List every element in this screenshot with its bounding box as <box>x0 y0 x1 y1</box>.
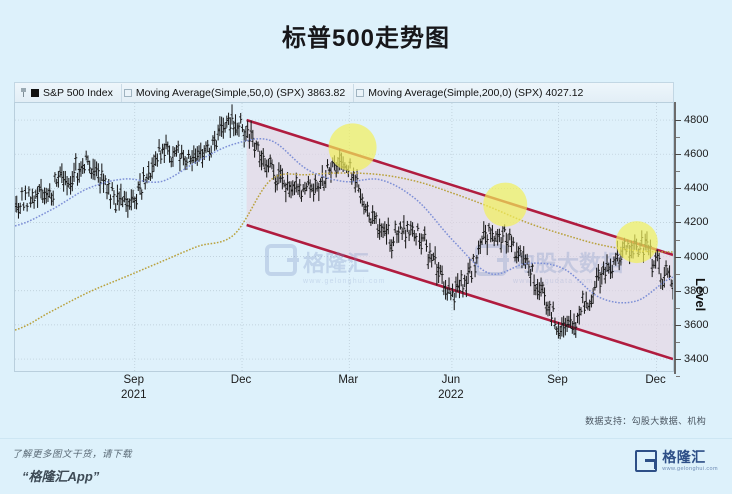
y-axis-tick-label: 4800 <box>684 114 709 127</box>
legend-item-sp500[interactable]: S&P 500 Index <box>19 87 121 99</box>
chart-container: S&P 500 Index Moving Average(Simple,50,0… <box>14 82 718 401</box>
highlight-circle-3 <box>615 221 658 264</box>
y-axis-minor-tick <box>676 205 680 207</box>
chart-legend: S&P 500 Index Moving Average(Simple,50,0… <box>14 82 674 102</box>
chevron-down-icon[interactable] <box>21 88 28 97</box>
y-axis-tick-label: 4600 <box>684 148 709 161</box>
page-title: 标普500走势图 <box>281 25 451 52</box>
y-axis-line <box>674 102 676 374</box>
channel-upper-line <box>246 118 673 257</box>
y-axis-tick-mark <box>675 324 681 326</box>
svg-text:www.gugudata.com: www.gugudata.com <box>512 278 593 285</box>
x-axis-tick-label: Dec <box>230 374 252 386</box>
legend-item-ma200[interactable]: Moving Average(Simple,200,0) (SPX) 4027.… <box>354 87 591 99</box>
brand-logo: 格隆汇 www.gelonghui.com <box>635 450 718 473</box>
y-axis: 4800 4600 4400 4200 4000 3800 3600 3400 <box>674 102 718 378</box>
plot-area[interactable]: 格隆汇 www.gelonghui.com 勾股大数据 www.gugudata.co… <box>14 102 674 372</box>
highlight-circle-2 <box>483 182 528 227</box>
x-axis-tick-label: Sep <box>123 374 144 386</box>
legend-marker-ma50[interactable] <box>123 88 132 97</box>
y-axis-tick-mark <box>675 120 681 122</box>
y-axis-tick-label: 4200 <box>684 216 709 229</box>
y-axis-tick-mark <box>675 256 681 258</box>
legend-divider <box>120 83 122 102</box>
y-axis-minor-tick <box>676 137 680 139</box>
y-axis-tick-label: 3400 <box>684 353 709 366</box>
highlight-circle-1 <box>328 123 377 172</box>
y-axis-minor-tick <box>676 273 680 275</box>
price-bars <box>15 104 673 340</box>
x-axis-tick-label: Dec <box>645 374 666 386</box>
logo-url: www.gelonghui.com <box>662 466 718 472</box>
legend-label-ma200: Moving Average(Simple,200,0) (SPX) 4027.… <box>368 86 584 99</box>
svg-text:勾股大数据: 勾股大数据 <box>513 251 623 277</box>
x-axis: Sep Dec Mar Jun Sep Dec 2021 2022 <box>14 374 674 414</box>
y-axis-tick-mark <box>675 222 681 224</box>
y-axis-tick-label: 4400 <box>684 182 709 195</box>
y-axis-tick-mark <box>675 154 681 156</box>
y-axis-tick-mark <box>675 188 681 190</box>
source-note: 数据支持：勾股大数据、机构 <box>585 416 706 426</box>
y-axis-minor-tick <box>676 341 680 343</box>
y-axis-minor-tick <box>676 239 680 241</box>
logo-name: 格隆汇 <box>662 449 706 465</box>
legend-marker-ma200[interactable] <box>356 88 365 97</box>
y-axis-tick-mark <box>675 290 681 292</box>
svg-text:www.gelonghui.com: www.gelonghui.com <box>302 278 386 285</box>
channel-fill <box>246 120 673 360</box>
x-axis-tick-label: Mar <box>338 374 359 386</box>
y-axis-tick-mark <box>675 359 681 361</box>
x-axis-year-label: 2022 <box>438 389 464 401</box>
ma200-line <box>15 172 673 331</box>
legend-divider <box>353 83 355 102</box>
footer-divider <box>0 438 732 439</box>
y-axis-minor-tick <box>676 307 680 309</box>
y-axis-minor-tick <box>676 376 680 378</box>
y-axis-tick-label: 3600 <box>684 318 709 331</box>
legend-label-ma50: Moving Average(Simple,50,0) (SPX) 3863.8… <box>135 86 346 99</box>
legend-marker-sp500[interactable] <box>31 88 39 97</box>
x-axis-year-label: 2021 <box>120 389 147 401</box>
promo-line-1: 了解更多图文干货，请下载 <box>12 449 133 460</box>
svg-text:格隆汇: 格隆汇 <box>303 251 369 277</box>
x-axis-tick-label: Jun <box>441 374 461 386</box>
ma50-line <box>15 138 673 304</box>
gelonghui-logo-icon <box>635 450 658 473</box>
y-axis-title: Level <box>693 278 708 312</box>
footer-promo: 了解更多图文干货，请下载 “格隆汇App” <box>12 446 132 485</box>
y-axis-minor-tick <box>676 171 680 173</box>
y-axis-tick-label: 4000 <box>684 250 709 263</box>
legend-item-ma50[interactable]: Moving Average(Simple,50,0) (SPX) 3863.8… <box>122 87 353 99</box>
promo-line-2: “格隆汇App” <box>22 469 100 484</box>
y-axis-tick-label: 3800 <box>684 284 709 297</box>
logo-text: 格隆汇 www.gelonghui.com <box>662 450 718 473</box>
legend-label-sp500: S&P 500 Index <box>43 86 113 99</box>
x-axis-tick-label: Sep <box>547 374 568 386</box>
